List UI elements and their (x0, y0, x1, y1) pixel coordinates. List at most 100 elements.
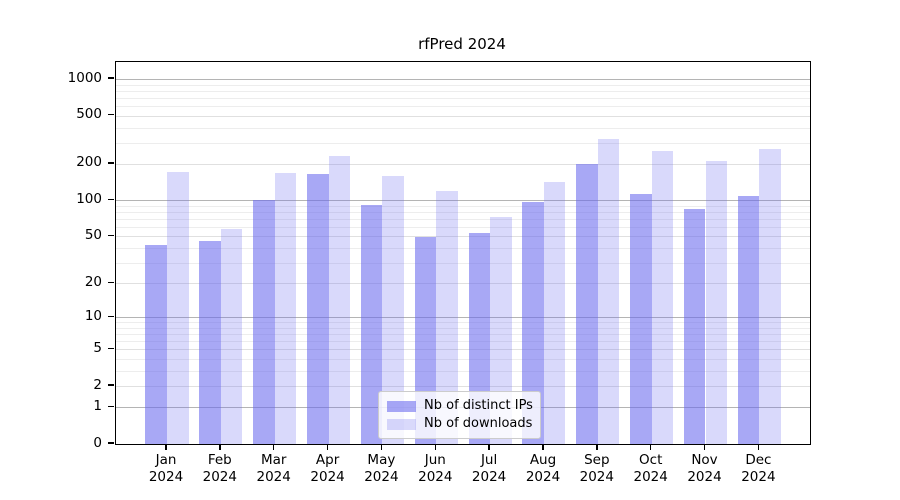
x-tick-year: 2024 (202, 469, 237, 485)
x-tick-mark (272, 444, 275, 450)
x-tick-year: 2024 (633, 469, 668, 485)
y-tick-mark (108, 442, 114, 444)
y-tick-label: 10 (84, 307, 102, 324)
x-tick-mark (542, 444, 544, 450)
y-tick-label: 500 (76, 106, 102, 123)
bar-downloads-jul (490, 217, 512, 444)
y-tick-mark (108, 315, 114, 318)
y-tick-label: 200 (76, 154, 102, 171)
bar-distinct-ips-jan (145, 245, 167, 444)
x-tick-mark (703, 444, 706, 450)
x-tick-month: Aug (529, 452, 557, 468)
minor-gridline (116, 106, 810, 108)
x-tick-year: 2024 (418, 469, 453, 485)
major-gridline (116, 317, 810, 319)
x-tick-label-jul: Jul 2024 (459, 452, 519, 486)
minor-gridline (116, 84, 810, 86)
y-tick-label: 1000 (67, 69, 102, 86)
y-tick-mark (108, 77, 114, 79)
y-tick-label: 5 (93, 339, 102, 356)
x-tick-label-apr: Apr 2024 (298, 452, 358, 486)
y-tick-mark (108, 281, 114, 283)
x-tick-year: 2024 (687, 469, 722, 485)
minor-gridline (116, 328, 810, 329)
minor-gridline (116, 218, 810, 220)
minor-gridline (116, 262, 810, 264)
x-tick-mark (380, 444, 383, 450)
plot-area (115, 61, 811, 445)
x-tick-month: Nov (691, 452, 718, 468)
x-tick-label-jan: Jan 2024 (136, 452, 196, 486)
tick-gridline (116, 349, 810, 351)
minor-gridline (116, 359, 810, 360)
tick-gridline (116, 163, 810, 165)
bar-downloads-aug (543, 181, 566, 444)
x-tick-year: 2024 (310, 469, 345, 485)
minor-gridline (116, 98, 810, 99)
minor-gridline (116, 322, 810, 324)
minor-gridline (116, 226, 810, 228)
x-tick-mark (488, 444, 490, 450)
minor-gridline (116, 370, 810, 372)
bar-downloads-may (382, 175, 404, 444)
bar-distinct-ips-mar (253, 200, 275, 444)
bar-downloads-dec (759, 149, 781, 444)
x-tick-year: 2024 (256, 469, 291, 485)
bar-distinct-ips-dec (737, 196, 760, 444)
x-tick-month: Dec (745, 452, 772, 468)
minor-gridline (116, 142, 810, 144)
bar-distinct-ips-apr (307, 174, 329, 444)
x-tick-month: Oct (639, 452, 663, 468)
minor-gridline (116, 90, 810, 92)
bar-distinct-ips-nov (683, 208, 706, 444)
x-tick-label-dec: Dec 2024 (728, 452, 788, 486)
minor-gridline (116, 127, 810, 129)
legend: Nb of distinct IPs Nb of downloads (378, 391, 541, 439)
y-tick-label: 50 (84, 226, 102, 243)
bar-distinct-ips-sep (576, 163, 598, 444)
y-tick-mark (108, 384, 114, 386)
y-tick-mark (108, 234, 114, 237)
legend-swatch-icon (387, 400, 416, 412)
bar-downloads-sep (597, 139, 620, 444)
chart-title: rfPred 2024 (418, 35, 506, 53)
tick-gridline (116, 236, 810, 238)
x-tick-mark (757, 444, 760, 450)
x-tick-year: 2024 (148, 469, 184, 485)
tick-gridline (116, 115, 810, 117)
minor-gridline (116, 211, 810, 213)
x-tick-label-oct: Oct 2024 (621, 452, 681, 486)
x-tick-year: 2024 (471, 469, 507, 485)
major-gridline (116, 79, 810, 81)
bar-downloads-feb (220, 228, 243, 444)
x-tick-label-aug: Aug 2024 (513, 452, 573, 486)
x-tick-mark (649, 444, 652, 450)
x-tick-year: 2024 (579, 469, 614, 485)
x-tick-month: Jun (424, 452, 446, 468)
x-tick-label-sep: Sep 2024 (567, 452, 627, 486)
minor-gridline (116, 334, 810, 336)
x-tick-month: Mar (260, 452, 287, 468)
x-tick-mark (326, 444, 329, 450)
x-tick-label-jun: Jun 2024 (405, 452, 465, 486)
bar-downloads-jan (167, 171, 189, 444)
x-tick-label-nov: Nov 2024 (675, 452, 735, 486)
x-tick-year: 2024 (364, 469, 399, 485)
minor-gridline (116, 341, 810, 343)
bar-downloads-jun (436, 190, 458, 444)
bar-distinct-ips-may (360, 204, 383, 444)
y-tick-mark (108, 347, 114, 350)
legend-label: Nb of distinct IPs (424, 398, 533, 413)
x-tick-mark (434, 444, 436, 450)
minor-gridline (116, 247, 810, 249)
legend-swatch-icon (387, 418, 416, 430)
bar-distinct-ips-feb (199, 240, 221, 444)
x-tick-month: Apr (315, 452, 340, 468)
x-tick-mark (219, 444, 221, 450)
y-tick-mark (108, 198, 114, 200)
legend-entry: Nb of downloads (387, 415, 532, 433)
y-tick-mark (108, 113, 114, 116)
x-tick-month: Jan (155, 452, 177, 468)
x-tick-year: 2024 (741, 469, 776, 485)
tick-gridline (116, 283, 810, 285)
